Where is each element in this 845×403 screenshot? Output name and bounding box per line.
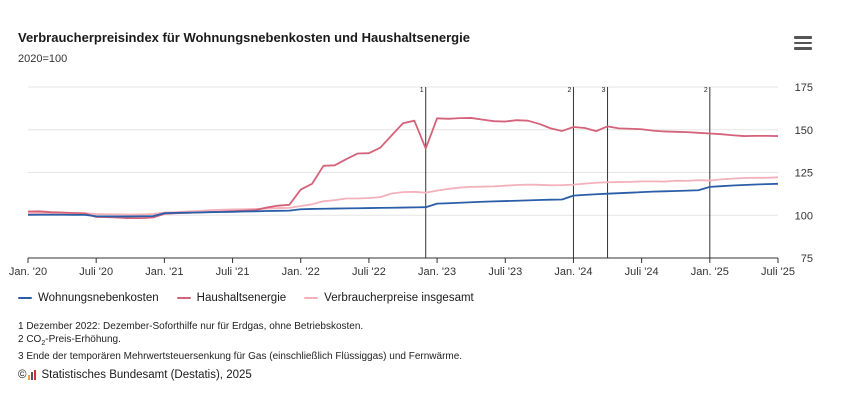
- legend-item-wohnungsnebenkosten[interactable]: Wohnungsnebenkosten: [18, 292, 159, 304]
- source-credit: © Statistisches Bundesamt (Destatis), 20…: [18, 369, 252, 381]
- legend-item-haushaltsenergie[interactable]: Haushaltsenergie: [176, 292, 287, 304]
- x-tick-label: Jan. '24: [554, 266, 592, 278]
- footnotes: 1 Dezember 2022: Dezember-Soforthilfe nu…: [18, 320, 462, 363]
- footnote-1: 1 Dezember 2022: Dezember-Soforthilfe nu…: [18, 321, 364, 332]
- footnote-2: 2 CO2-Preis-Erhöhung.: [18, 334, 121, 347]
- chart-title: Verbraucherpreisindex für Wohnungsnebenk…: [18, 30, 470, 45]
- y-axis: 75 100 125 150 175: [795, 82, 813, 265]
- copyright-symbol: ©: [18, 369, 27, 381]
- annotation-lines: 1 2 3 2: [420, 87, 711, 258]
- x-tick-label: Juli '22: [352, 266, 386, 278]
- grid-lines: [28, 86, 778, 216]
- series-line-verbraucherpreise-insgesamt: [27, 176, 779, 216]
- destatis-logo-icon: [28, 370, 37, 380]
- source-text: Statistisches Bundesamt (Destatis), 2025: [41, 369, 252, 381]
- annotation-label: 1: [420, 87, 424, 94]
- x-tick-label: Juli '24: [625, 266, 659, 278]
- annotation-label: 3: [602, 87, 606, 94]
- series-lines: [27, 117, 779, 220]
- y-tick-label: 150: [795, 125, 813, 137]
- x-tick-label: Jan. '22: [282, 266, 320, 278]
- y-tick-label: 75: [801, 253, 813, 265]
- x-tick-label: Jan. '23: [418, 266, 456, 278]
- legend: Wohnungsnebenkosten Haushaltsenergie Ver…: [18, 292, 492, 304]
- y-tick-label: 125: [795, 168, 813, 180]
- annotation-label: 2: [568, 87, 572, 94]
- legend-item-verbraucherpreise[interactable]: Verbraucherpreise insgesamt: [304, 292, 474, 304]
- hamburger-menu-icon[interactable]: [794, 36, 812, 52]
- legend-label: Haushaltsenergie: [196, 292, 287, 304]
- x-tick-label: Juli '21: [216, 266, 250, 278]
- chart-subtitle: 2020=100: [18, 53, 68, 65]
- y-tick-label: 175: [795, 82, 813, 94]
- x-tick-label: Juli '20: [79, 266, 113, 278]
- legend-swatch: [304, 297, 319, 299]
- legend-label: Verbraucherpreise insgesamt: [324, 292, 474, 304]
- x-tick-label: Juli '25: [761, 266, 795, 278]
- x-tick-label: Jan. '21: [145, 266, 183, 278]
- x-axis: Jan. '20 Juli '20 Jan. '21 Juli '21 Jan. '22…: [9, 257, 795, 278]
- x-tick-label: Juli '23: [488, 266, 522, 278]
- series-line-wohnungsnebenkosten: [27, 182, 779, 218]
- footnote-3: 3 Ende der temporären Mehrwertsteuersenk…: [18, 351, 463, 362]
- annotation-label: 2: [704, 87, 708, 94]
- legend-label: Wohnungsnebenkosten: [38, 292, 159, 304]
- x-tick-label: Jan. '25: [691, 266, 729, 278]
- series-line-haushaltsenergie: [27, 117, 779, 220]
- legend-swatch: [176, 297, 191, 299]
- legend-swatch: [18, 297, 32, 299]
- y-tick-label: 100: [795, 210, 813, 222]
- x-tick-label: Jan. '20: [9, 266, 47, 278]
